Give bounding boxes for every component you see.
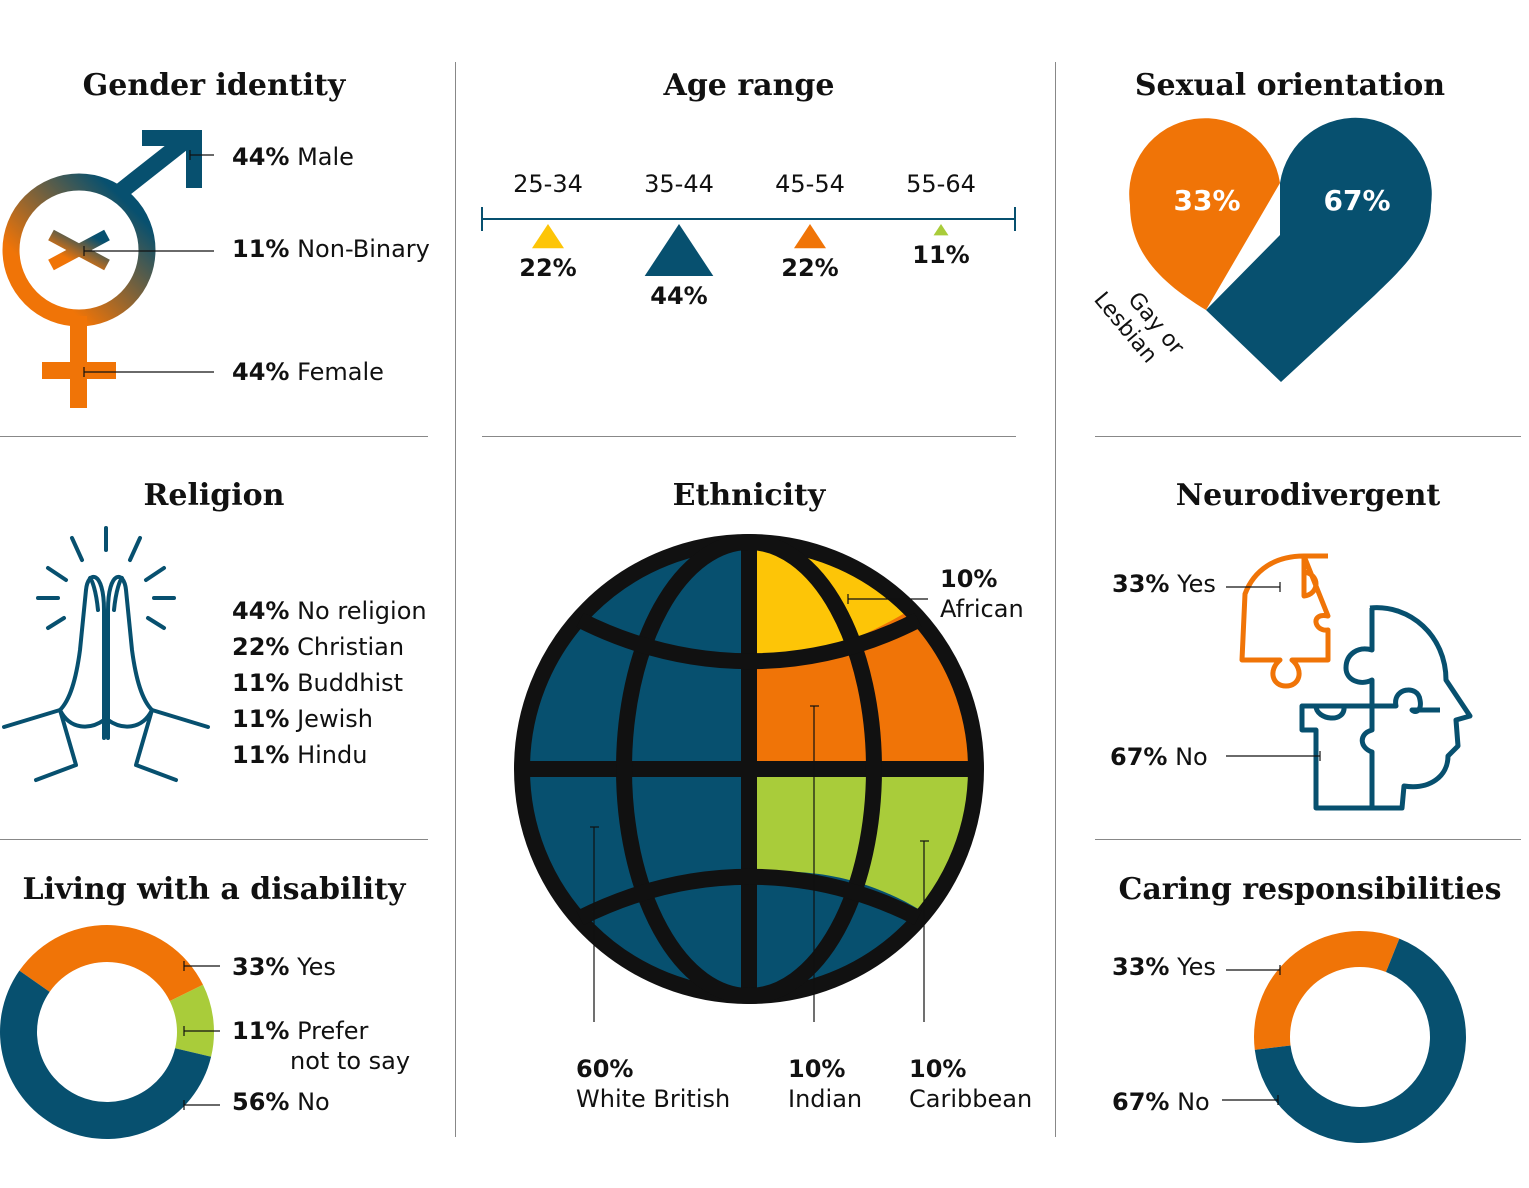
divider-right [1055, 62, 1056, 1137]
divider-age [482, 436, 1016, 437]
disability-no-label: 56% No [232, 1088, 330, 1116]
ethnicity-title: Ethnicity [672, 478, 826, 513]
age-triangle-25-34 [531, 224, 565, 249]
globe-chart [514, 534, 984, 1022]
gender-title: Gender identity [82, 68, 346, 103]
age-bar-45-54 [793, 224, 827, 249]
heart-chart: 33% 67% Gay or Lesbian Heterosexual [1088, 117, 1432, 395]
caring-donut [1254, 931, 1466, 1143]
ethnicity-caribbean-label: 10% Caribbean [909, 1055, 1033, 1113]
age-value-25-34: 22% [519, 254, 577, 283]
caring-no-label: 67% No [1112, 1088, 1210, 1116]
religion-item-1: 22% Christian [232, 633, 405, 661]
age-value-45-54: 22% [781, 254, 839, 283]
caring-title: Caring responsibilities [1118, 872, 1502, 907]
divider-neuro [1095, 839, 1521, 840]
heart-slice-heterosexual [1206, 117, 1432, 382]
neuro-no-label: 67% No [1110, 743, 1208, 771]
religion-item-4: 11% Hindu [232, 741, 368, 769]
gender-nonbinary-label: 11% Non-Binary [232, 235, 430, 263]
religion-title: Religion [143, 478, 285, 513]
disability-yes-label: 33% Yes [232, 953, 336, 981]
age-category-25-34: 25-34 [513, 170, 583, 198]
age-triangle-45-54 [793, 224, 827, 249]
ethnicity-indian-label: 10% Indian [788, 1055, 863, 1113]
heart-slice-gay-lesbian [1129, 118, 1280, 310]
age-bar-35-44 [644, 224, 714, 276]
caring-leaders [1222, 965, 1281, 1105]
sexual-title: Sexual orientation [1134, 68, 1446, 103]
heart-label-33: 33% [1173, 184, 1240, 217]
age-bar-55-64 [933, 224, 949, 236]
gender-symbol-icon [2, 130, 214, 408]
divider-left [455, 62, 456, 1137]
caring-slice-0 [1254, 931, 1400, 1050]
age-axis [481, 207, 1016, 231]
divider-sexual [1095, 436, 1521, 437]
disability-slice-1 [169, 984, 214, 1057]
disability-donut [0, 925, 214, 1139]
divider-gender [0, 436, 428, 437]
neuro-yes-label: 33% Yes [1112, 570, 1216, 598]
age-category-55-64: 55-64 [906, 170, 976, 198]
age-value-35-44: 44% [650, 282, 708, 310]
divider-religion [0, 839, 428, 840]
disability-slice-2 [0, 970, 212, 1139]
disability-prefer-label: 11% Prefer not to say [232, 1017, 411, 1075]
puzzle-head-icon [1226, 553, 1473, 811]
age-title: Age range [663, 68, 835, 103]
disability-slice-0 [19, 925, 204, 1002]
disability-title: Living with a disability [22, 872, 406, 907]
disability-leaders [183, 961, 220, 1110]
gender-male-label: 44% Male [232, 143, 354, 171]
age-bar-25-34 [531, 224, 565, 249]
ethnicity-white-british-label: 60% White British [576, 1055, 731, 1113]
religion-item-3: 11% Jewish [232, 705, 373, 733]
age-category-45-54: 45-54 [775, 170, 845, 198]
religion-item-0: 44% No religion [232, 597, 427, 625]
religion-item-2: 11% Buddhist [232, 669, 404, 697]
heart-label-67: 67% [1323, 184, 1390, 217]
age-value-55-64: 11% [912, 241, 970, 270]
neuro-title: Neurodivergent [1175, 478, 1441, 513]
age-triangle-35-44 [644, 224, 714, 276]
gender-female-label: 44% Female [232, 358, 384, 386]
ethnicity-african-label: 10% African [940, 565, 1024, 623]
age-category-35-44: 35-44 [644, 170, 714, 198]
age-triangle-55-64 [933, 224, 949, 236]
caring-yes-label: 33% Yes [1112, 953, 1216, 981]
praying-hands-icon [2, 526, 210, 782]
caring-slice-1 [1254, 938, 1466, 1143]
